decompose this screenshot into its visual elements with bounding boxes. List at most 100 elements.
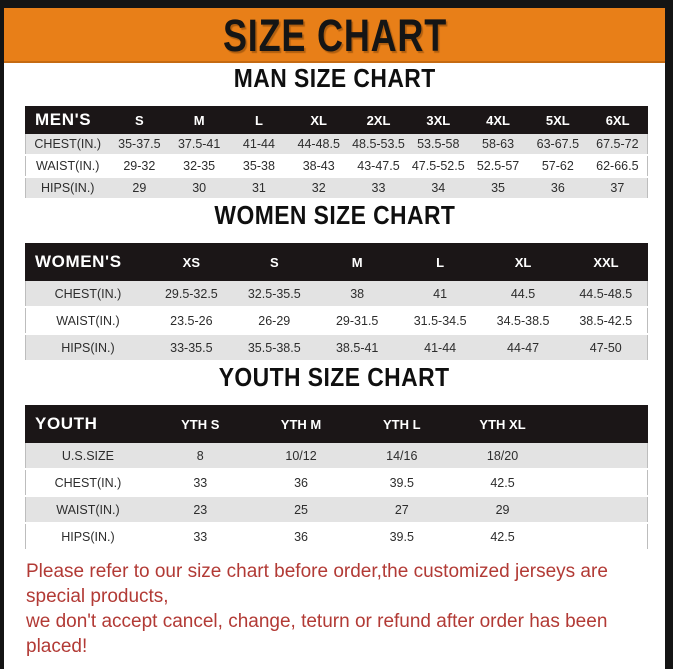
disclaimer-note: Please refer to our size chart before or… — [4, 551, 665, 659]
size-value: 35 — [468, 177, 528, 200]
measurement-row: WAIST(IN.) 29-32 32-35 35-38 38-43 43-47.5 47.… — [25, 155, 648, 178]
youth-section-heading: YOUTH SIZE CHART — [219, 362, 450, 392]
size-value: 47.5-52.5 — [408, 155, 469, 178]
size-column-header: 3XL — [407, 106, 469, 134]
size-value: 23 — [149, 496, 251, 524]
size-value: 32.5-35.5 — [232, 280, 316, 308]
row-label: WAIST(IN.) — [25, 307, 150, 335]
size-column-header: YTH XL — [451, 405, 554, 443]
size-column-header: S — [232, 243, 317, 281]
table-title-cell: WOMEN'S — [24, 243, 151, 281]
size-value: 37.5-41 — [169, 133, 230, 156]
row-label: HIPS(IN.) — [25, 523, 150, 551]
size-value: 31 — [229, 177, 289, 200]
size-value: 32-35 — [169, 155, 230, 178]
size-value: 44.5-48.5 — [564, 280, 648, 308]
size-value: 33 — [149, 523, 251, 551]
empty-cell — [552, 496, 648, 524]
youth-size-table: YOUTH YTH S YTH M YTH L YTH XL U.S.SIZE 8 10/12… — [4, 393, 665, 551]
size-value: 44-48.5 — [288, 133, 349, 156]
size-value: 42.5 — [452, 469, 553, 497]
size-value: 18/20 — [452, 442, 553, 470]
empty-header-cell — [552, 405, 648, 443]
size-value: 10/12 — [250, 442, 352, 470]
size-value: 62-66.5 — [587, 155, 648, 178]
size-value: 41 — [398, 280, 482, 308]
size-value: 41-44 — [398, 334, 482, 362]
size-value: 14/16 — [351, 442, 453, 470]
size-value: 33 — [348, 177, 409, 200]
size-value: 31.5-34.5 — [398, 307, 482, 335]
empty-cell — [552, 469, 648, 497]
size-column-header: M — [315, 243, 400, 281]
size-column-header: YTH L — [350, 405, 453, 443]
size-column-header: 4XL — [467, 106, 529, 134]
size-value: 41-44 — [229, 133, 289, 156]
size-value: 37 — [587, 177, 648, 200]
measurement-row: U.S.SIZE 8 10/12 14/16 18/20 — [25, 442, 648, 470]
table-title-cell: YOUTH — [24, 405, 151, 443]
women-size-table: WOMEN'S XS S M L XL XXL CHEST(IN.) 29.5-32.5 32.5… — [4, 231, 665, 362]
size-value: 38.5-42.5 — [564, 307, 648, 335]
size-value: 44.5 — [481, 280, 565, 308]
size-column-header: M — [168, 106, 230, 134]
size-value: 30 — [169, 177, 230, 200]
row-label: CHEST(IN.) — [25, 133, 110, 156]
size-value: 39.5 — [351, 523, 453, 551]
size-column-header: 6XL — [587, 106, 648, 134]
page-title: SIZE CHART — [222, 9, 447, 61]
size-value: 25 — [250, 496, 352, 524]
size-value: 39.5 — [351, 469, 453, 497]
table-header-row: YOUTH YTH S YTH M YTH L YTH XL — [24, 405, 648, 443]
row-label: WAIST(IN.) — [25, 496, 150, 524]
row-label: CHEST(IN.) — [25, 469, 150, 497]
size-value: 27 — [351, 496, 453, 524]
disclaimer-line-1: Please refer to our size chart before or… — [26, 561, 608, 607]
row-label: U.S.SIZE — [25, 442, 150, 470]
measurement-row: CHEST(IN.) 35-37.5 37.5-41 41-44 44-48.5 48.5… — [25, 133, 648, 156]
men-section-heading: MAN SIZE CHART — [233, 63, 436, 93]
size-value: 53.5-58 — [408, 133, 469, 156]
size-value: 52.5-57 — [468, 155, 528, 178]
size-value: 48.5-53.5 — [348, 133, 409, 156]
empty-cell — [552, 442, 648, 470]
size-value: 63-67.5 — [527, 133, 588, 156]
measurement-row: WAIST(IN.) 23.5-26 26-29 29-31.5 31.5-34.5 34… — [25, 307, 648, 335]
size-value: 32 — [288, 177, 349, 200]
measurement-row: HIPS(IN.) 29 30 31 32 33 34 35 36 37 — [25, 177, 648, 200]
size-value: 35-37.5 — [109, 133, 170, 156]
size-value: 33-35.5 — [149, 334, 233, 362]
size-value: 38.5-41 — [315, 334, 399, 362]
size-value: 26-29 — [232, 307, 316, 335]
size-column-header: L — [228, 106, 290, 134]
measurement-row: WAIST(IN.) 23 25 27 29 — [25, 496, 648, 524]
size-table: YOUTH YTH S YTH M YTH L YTH XL U.S.SIZE 8 10/12… — [24, 405, 648, 551]
size-value: 38-43 — [288, 155, 349, 178]
row-label: WAIST(IN.) — [25, 155, 110, 178]
men-size-table: MEN'S S M L XL 2XL 3XL 4XL 5XL 6XL CHEST(IN.) 35-37… — [4, 94, 665, 200]
size-value: 29 — [109, 177, 170, 200]
size-table: MEN'S S M L XL 2XL 3XL 4XL 5XL 6XL CHEST(IN.) 35-37… — [25, 106, 648, 200]
size-value: 8 — [149, 442, 251, 470]
size-value: 33 — [149, 469, 251, 497]
size-value: 57-62 — [527, 155, 588, 178]
size-value: 35-38 — [229, 155, 289, 178]
size-value: 34 — [408, 177, 469, 200]
size-value: 36 — [527, 177, 588, 200]
measurement-row: CHEST(IN.) 29.5-32.5 32.5-35.5 38 41 44.5 44.5… — [25, 280, 648, 308]
size-value: 29-32 — [109, 155, 170, 178]
size-column-header: XL — [481, 243, 565, 281]
size-column-header: S — [108, 106, 170, 134]
size-value: 29 — [452, 496, 553, 524]
size-value: 29-31.5 — [315, 307, 399, 335]
row-label: HIPS(IN.) — [25, 177, 110, 200]
size-column-header: 2XL — [348, 106, 409, 134]
size-table: WOMEN'S XS S M L XL XXL CHEST(IN.) 29.5-32.5 32.5… — [24, 243, 648, 362]
size-value: 42.5 — [452, 523, 553, 551]
row-label: CHEST(IN.) — [25, 280, 150, 308]
size-value: 58-63 — [468, 133, 528, 156]
size-column-header: YTH S — [149, 405, 252, 443]
size-column-header: YTH M — [250, 405, 352, 443]
size-column-header: L — [398, 243, 483, 281]
